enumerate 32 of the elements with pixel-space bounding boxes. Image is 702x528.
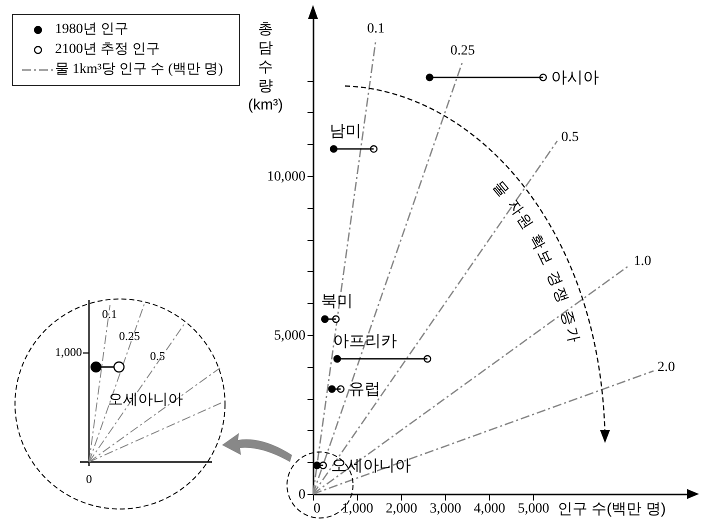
annotation: 아프리카 <box>333 332 398 350</box>
x-tick-label: 1,000 <box>342 502 374 516</box>
annotation: 남미 <box>330 122 362 140</box>
annotation: 0.1 <box>367 21 385 36</box>
text: 0.25 <box>119 328 140 343</box>
text: 0.5 <box>150 348 165 363</box>
legend-label: 1980년 인구 <box>55 21 128 39</box>
annotation: 물 자원 확보 경쟁 증가 <box>490 178 584 347</box>
legend-label: 물 1km³당 인구 수 (백만 명) <box>55 61 223 79</box>
x-tick-label: 5,000 <box>518 502 550 516</box>
annotation: 0.5 <box>561 130 579 146</box>
text: 0.1 <box>102 306 117 321</box>
x-tick-label: 4,000 <box>474 502 506 516</box>
annotation: 북미 <box>320 293 353 310</box>
annotation: 아시아 <box>551 69 600 86</box>
text: 오세아니아 <box>108 390 183 408</box>
annotation: 1.0 <box>634 254 652 270</box>
y-tick-label: 5,000 <box>274 328 306 344</box>
x-tick-label: 2,000 <box>386 502 418 516</box>
legend-label: 2100년 추정 인구 <box>55 41 160 59</box>
y-tick-label: 0 <box>298 488 306 502</box>
annotation: 유럽 <box>348 381 381 398</box>
text: 0 <box>86 472 92 486</box>
x-axis-title: 인구 수(백만 명) <box>558 500 666 518</box>
annotation: 0.25 <box>450 44 475 59</box>
annotation: 오세아니아 <box>331 457 412 474</box>
y-axis-title: 총 담수량(km³) <box>248 20 283 114</box>
x-tick-label: 0 <box>314 502 320 516</box>
y-tick-label: 10,000 <box>267 170 306 184</box>
x-tick-label: 3,000 <box>430 502 462 516</box>
annotation: 2.0 <box>658 360 676 375</box>
text: 1,000 <box>55 344 82 359</box>
